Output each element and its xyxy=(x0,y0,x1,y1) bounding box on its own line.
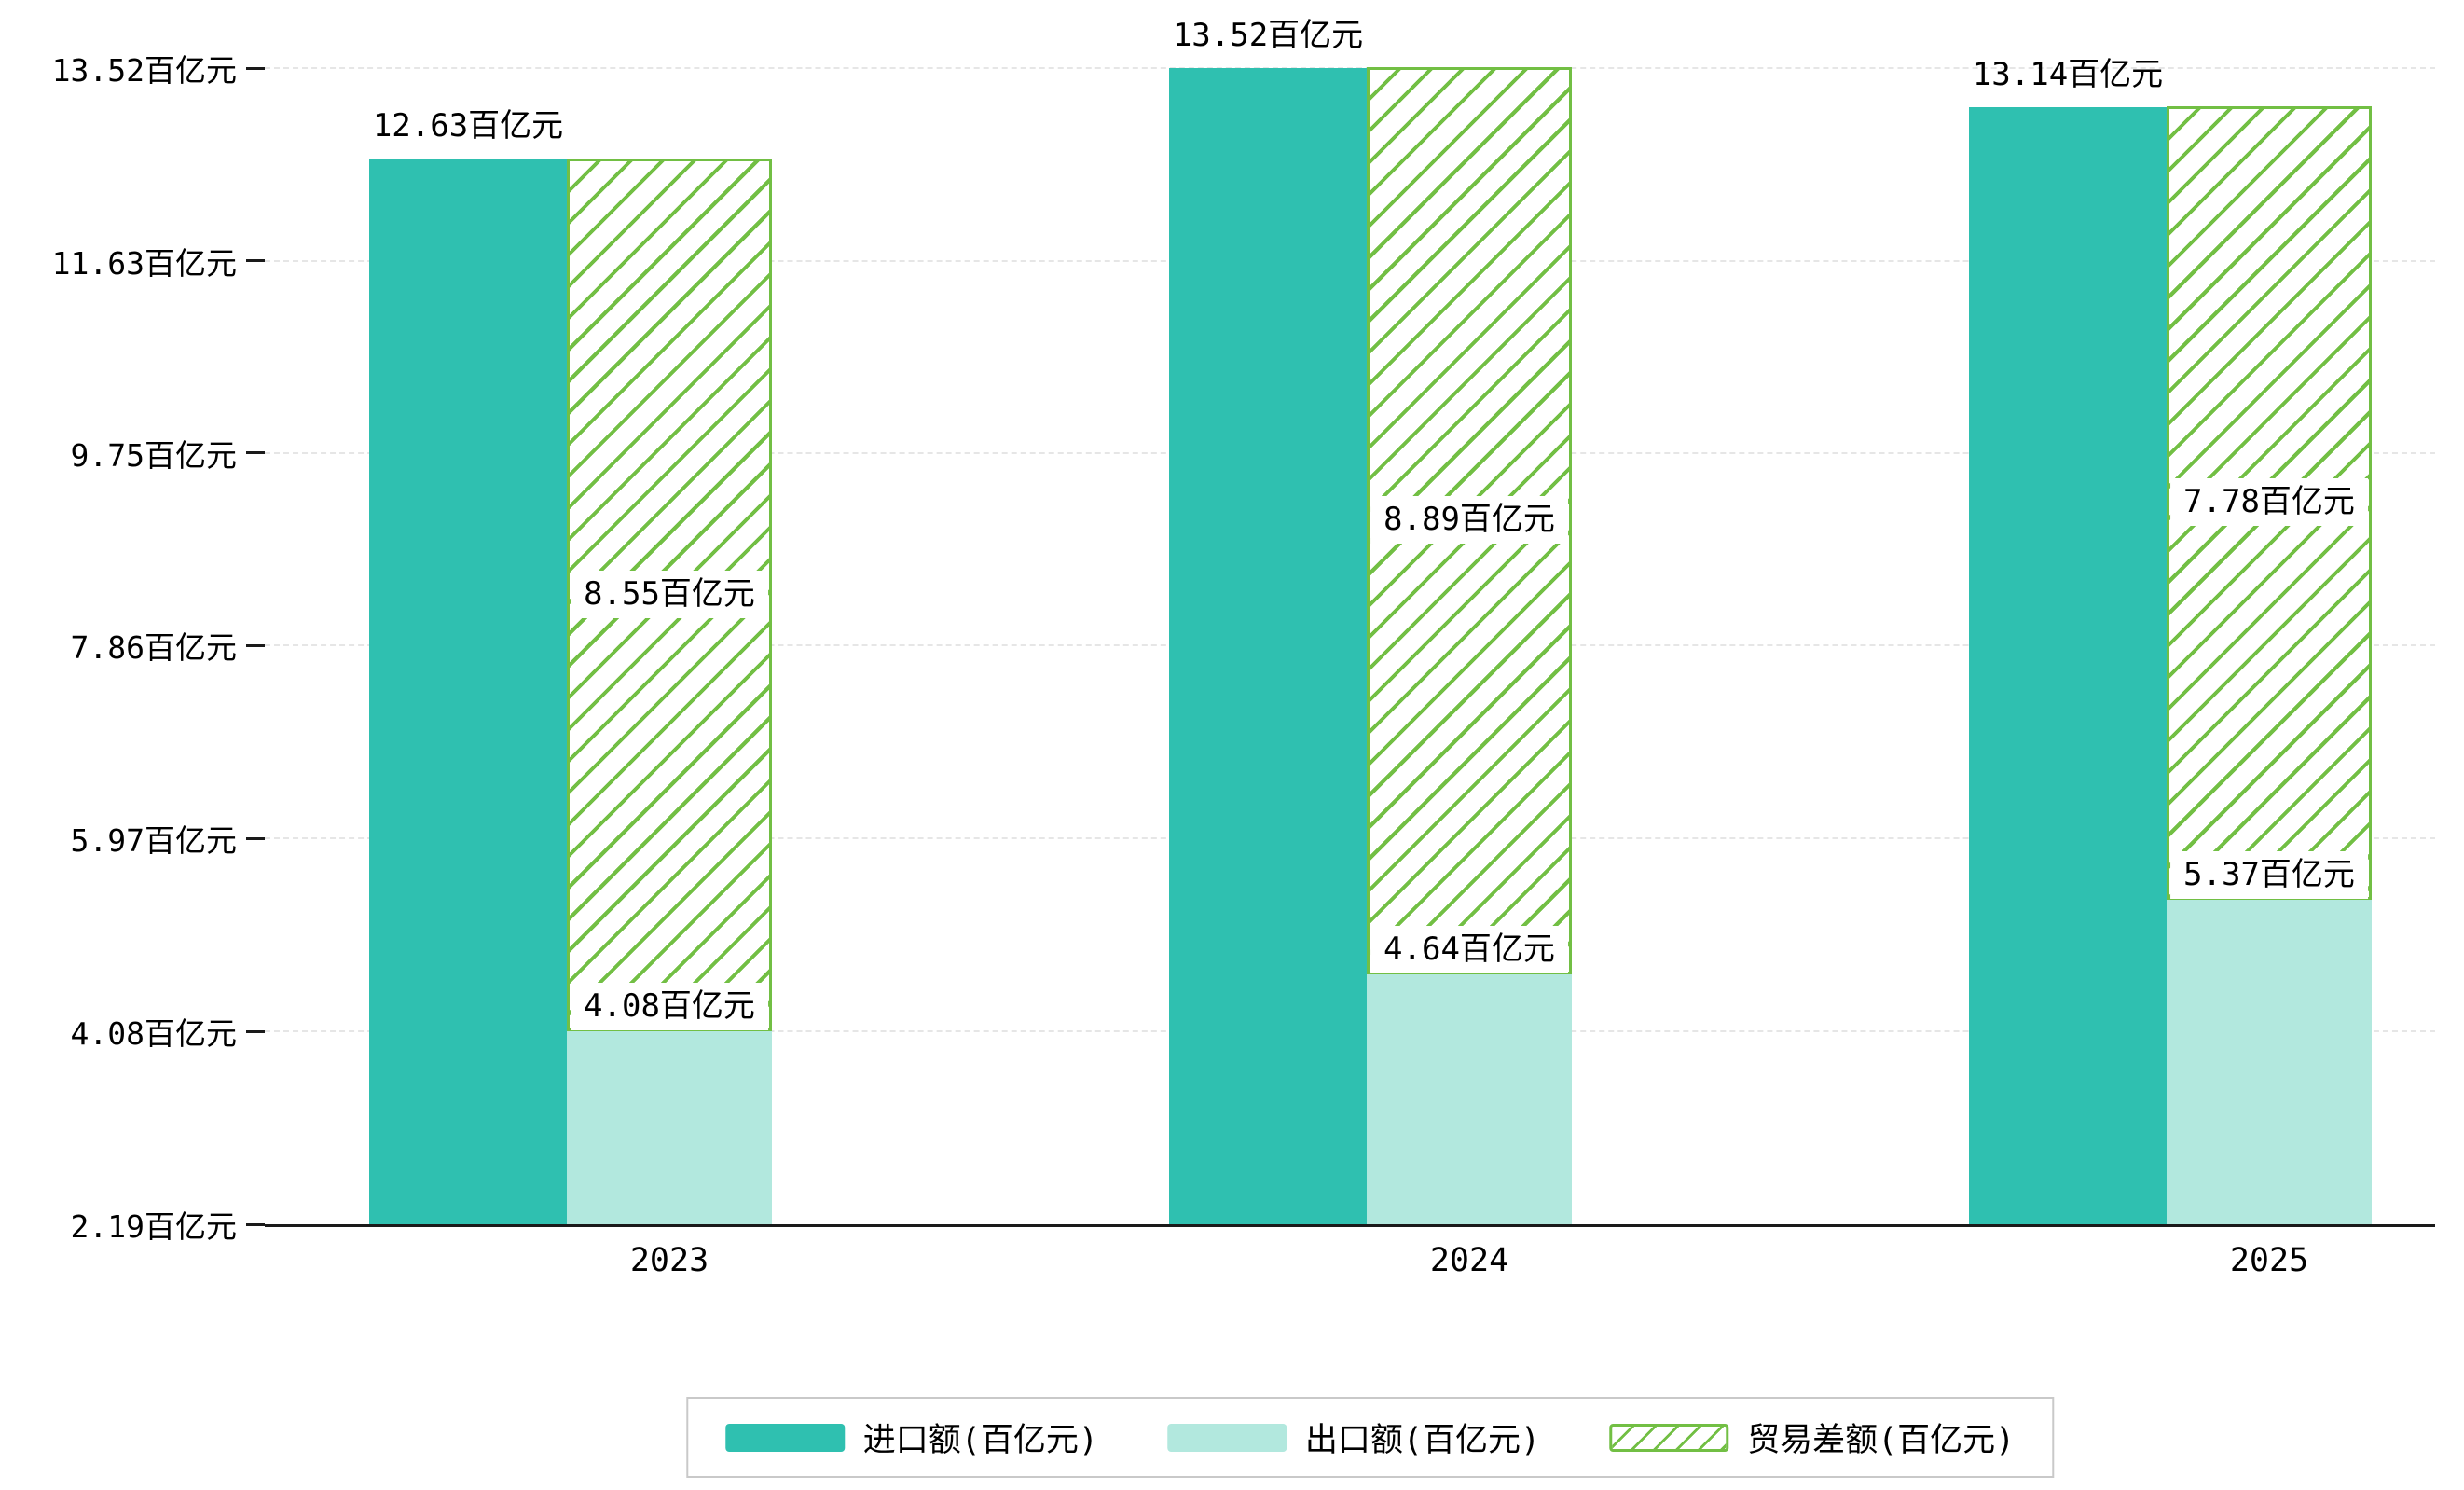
x-axis-category-label: 2024 xyxy=(1429,1242,1509,1279)
export-series-swatch-icon xyxy=(1166,1423,1287,1452)
trade-difference-value-label: 7.78百亿元 xyxy=(2170,478,2368,527)
trade-difference-value-label: 8.89百亿元 xyxy=(1370,496,1568,545)
import-bar xyxy=(1169,68,1367,1224)
import-value-label: 13.52百亿元 xyxy=(1172,17,1364,55)
y-tick-label: 4.08百亿元 xyxy=(70,1015,237,1053)
y-tick-mark xyxy=(246,451,265,455)
x-axis-category-label: 2023 xyxy=(629,1242,709,1279)
y-tick-mark xyxy=(246,643,265,647)
legend-item-export[interactable]: 出口额(百亿元) xyxy=(1166,1414,1541,1461)
import-value-label: 12.63百亿元 xyxy=(372,107,564,145)
export-value-label: 4.08百亿元 xyxy=(571,983,768,1030)
import-bar xyxy=(1969,106,2167,1224)
y-tick-label: 2.19百亿元 xyxy=(70,1208,237,1245)
import-series-swatch-icon xyxy=(724,1423,845,1452)
legend-label-trade-difference: 贸易差额(百亿元) xyxy=(1747,1422,2016,1459)
legend: 进口额(百亿元) 出口额(百亿元) 贸易差额(百亿元) xyxy=(685,1397,2055,1478)
export-bar xyxy=(567,1031,772,1224)
y-tick-label: 7.86百亿元 xyxy=(70,629,237,667)
y-tick-label: 9.75百亿元 xyxy=(70,436,237,474)
y-tick-mark xyxy=(246,1029,265,1033)
import-value-label: 13.14百亿元 xyxy=(1972,55,2164,93)
export-bar xyxy=(1367,973,1572,1224)
y-tick-label: 11.63百亿元 xyxy=(51,244,237,282)
legend-item-trade-difference[interactable]: 贸易差额(百亿元) xyxy=(1609,1414,2015,1461)
y-tick-mark xyxy=(246,1222,265,1226)
y-tick-label: 13.52百亿元 xyxy=(51,52,237,90)
y-tick-label: 5.97百亿元 xyxy=(70,822,237,860)
y-tick-mark xyxy=(246,836,265,840)
export-value-label: 5.37百亿元 xyxy=(2170,850,2368,899)
legend-label-import: 进口额(百亿元) xyxy=(862,1422,1098,1459)
import-bar xyxy=(369,159,567,1224)
x-axis-category-label: 2025 xyxy=(2229,1242,2309,1279)
x-axis-line xyxy=(265,1224,2435,1227)
trade-difference-value-label: 8.55百亿元 xyxy=(571,571,768,619)
legend-label-export: 出口额(百亿元) xyxy=(1304,1422,1541,1459)
legend-item-import[interactable]: 进口额(百亿元) xyxy=(724,1414,1098,1461)
export-bar xyxy=(2167,899,2372,1224)
trade-difference-series-swatch-icon xyxy=(1609,1423,1729,1452)
y-tick-mark xyxy=(246,66,265,70)
export-value-label: 4.64百亿元 xyxy=(1370,925,1568,973)
y-tick-mark xyxy=(246,259,265,263)
